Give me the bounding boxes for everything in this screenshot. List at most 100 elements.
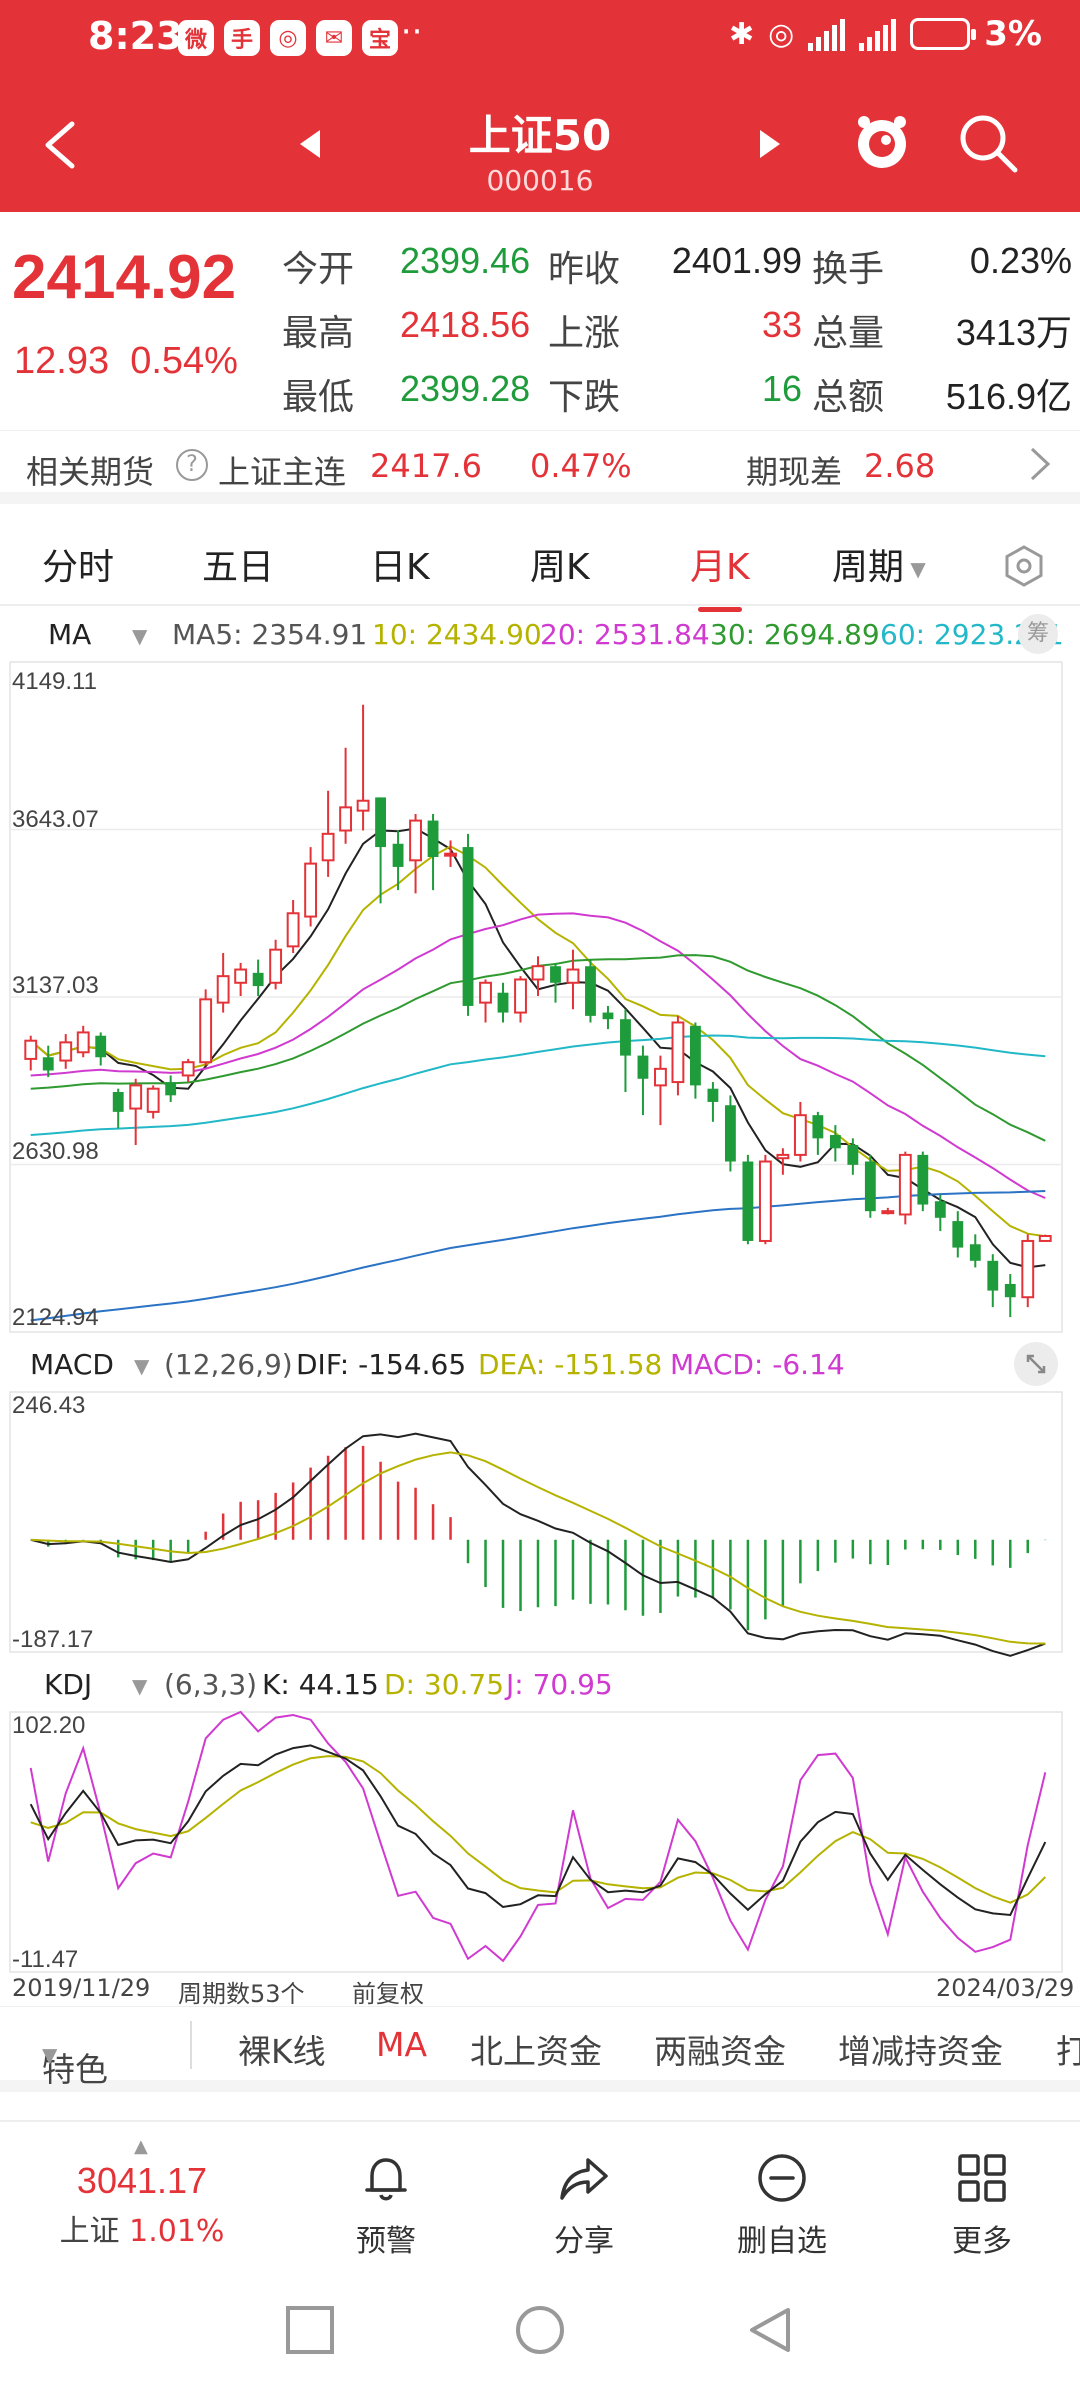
y-tick-label: -187.17 bbox=[12, 1626, 94, 1653]
related-futures-row[interactable]: 相关期货 ? 上证主连 2417.6 0.47% 期现差 2.68 bbox=[0, 430, 1080, 504]
kdj-selector[interactable]: KDJ bbox=[44, 1668, 93, 1701]
chart-settings-button[interactable] bbox=[1002, 544, 1046, 588]
top-header: 上证50 000016 bbox=[0, 80, 1080, 212]
home-icon[interactable] bbox=[514, 2304, 566, 2356]
chevron-right-icon[interactable] bbox=[1020, 439, 1060, 489]
quote-row: 最低 2399.28 下跌 16 总额 516.9亿 bbox=[282, 358, 1072, 422]
candle-body bbox=[129, 1084, 143, 1110]
assistant-button[interactable] bbox=[850, 110, 914, 174]
status-time: 8:23 bbox=[88, 14, 183, 58]
kline-chart[interactable]: MA ▼ MA5: 2354.91 10: 2434.90 20: 2531.8… bbox=[0, 606, 1080, 2008]
kline-svg[interactable] bbox=[0, 606, 1080, 2006]
chip-button[interactable]: 筹 bbox=[1018, 614, 1058, 654]
share-button[interactable]: 分享 bbox=[514, 2150, 654, 2260]
feature-margin[interactable]: 两融资金 bbox=[654, 2032, 786, 2071]
candle-body bbox=[409, 819, 422, 862]
feature-northbound[interactable]: 北上资金 bbox=[470, 2032, 602, 2071]
futures-label: 相关期货 bbox=[26, 453, 155, 491]
ma-indicator-bar[interactable]: MA ▼ MA5: 2354.91 10: 2434.90 20: 2531.8… bbox=[0, 606, 1080, 662]
index-name: 上证 bbox=[59, 2214, 120, 2249]
candle-body bbox=[444, 852, 457, 857]
falling-count: 16 bbox=[761, 368, 802, 409]
candle-body bbox=[566, 968, 580, 984]
macd-selector[interactable]: MACD bbox=[30, 1348, 114, 1381]
more-button[interactable]: 更多 bbox=[912, 2150, 1052, 2260]
volume-label: 总量 bbox=[812, 313, 885, 354]
tab-daily-k[interactable]: 日K bbox=[370, 547, 430, 588]
bottom-nav: ▲ 3041.17 上证 1.01% 预警 分享 删自选 更多 bbox=[0, 2120, 1080, 2280]
previous-stock-button[interactable] bbox=[296, 124, 326, 164]
d-line bbox=[30, 1755, 1047, 1904]
help-icon[interactable]: ? bbox=[176, 449, 208, 481]
tab-weekly-k[interactable]: 周K bbox=[530, 547, 590, 588]
tab-monthly-k[interactable]: 月K bbox=[690, 538, 750, 612]
triangle-right-icon bbox=[760, 130, 780, 158]
tab-period-dropdown[interactable]: 周期 ▼ bbox=[832, 538, 926, 590]
candle-body bbox=[934, 1201, 946, 1218]
candle-body bbox=[742, 1161, 754, 1241]
candle-body bbox=[724, 1105, 736, 1162]
back-nav-icon[interactable] bbox=[744, 2304, 796, 2356]
recent-apps-icon[interactable] bbox=[284, 2304, 336, 2356]
next-stock-button[interactable] bbox=[754, 124, 784, 164]
alert-button[interactable]: 预警 bbox=[316, 2150, 456, 2260]
expand-icon[interactable] bbox=[1014, 1342, 1058, 1386]
alert-label: 预警 bbox=[356, 2224, 416, 2259]
search-button[interactable] bbox=[955, 110, 1021, 176]
tab-five-day[interactable]: 五日 bbox=[202, 547, 275, 588]
notification-icons: 微 手 ◎ ✉ 宝 bbox=[178, 20, 398, 56]
falling-label: 下跌 bbox=[548, 377, 621, 418]
caret-down-icon[interactable]: ▼ bbox=[132, 1674, 148, 1698]
candle-body bbox=[59, 1041, 73, 1062]
candle-body bbox=[181, 1061, 195, 1077]
caret-down-icon[interactable]: ▼ bbox=[134, 1354, 150, 1378]
candle-body bbox=[829, 1135, 841, 1149]
dea-value: DEA: -151.58 bbox=[478, 1348, 663, 1381]
candle-body bbox=[952, 1221, 964, 1248]
y-tick-label: 2124.94 bbox=[12, 1304, 99, 1331]
candle-body bbox=[898, 1153, 912, 1216]
feature-more[interactable]: 打 bbox=[1056, 2032, 1080, 2071]
futures-percent: 0.47% bbox=[530, 447, 632, 485]
candle-body bbox=[76, 1031, 90, 1054]
candle-body bbox=[321, 832, 335, 862]
candle-body bbox=[269, 948, 283, 984]
rising-count: 33 bbox=[761, 304, 802, 345]
change-value: 12.93 bbox=[14, 340, 110, 382]
rising-label: 上涨 bbox=[548, 313, 621, 354]
dif-value: DIF: -154.65 bbox=[296, 1348, 467, 1381]
tab-intraday[interactable]: 分时 bbox=[42, 547, 115, 588]
d-value: D: 30.75 bbox=[384, 1668, 505, 1701]
futures-name: 上证主连 bbox=[218, 453, 347, 491]
minus-circle-icon bbox=[758, 2154, 806, 2202]
candle-body bbox=[392, 843, 404, 867]
candle-body bbox=[987, 1260, 999, 1291]
macd-indicator-bar[interactable]: MACD ▼ (12,26,9) DIF: -154.65 DEA: -151.… bbox=[0, 1336, 1080, 1392]
adjust-mode[interactable]: 前复权 bbox=[352, 1980, 424, 2008]
feature-ma[interactable]: MA bbox=[376, 2025, 428, 2064]
basis-value: 2.68 bbox=[864, 447, 936, 485]
open-value: 2399.46 bbox=[400, 240, 531, 281]
remove-watchlist-button[interactable]: 删自选 bbox=[712, 2150, 852, 2260]
candle-body bbox=[969, 1244, 981, 1261]
low-value: 2399.28 bbox=[400, 368, 531, 409]
caret-up-icon[interactable]: ▲ bbox=[134, 2136, 148, 2157]
caret-down-icon[interactable]: ▼ bbox=[132, 624, 148, 648]
candle-body bbox=[234, 968, 248, 984]
hexagon-settings-icon bbox=[1005, 545, 1043, 587]
candle-body bbox=[95, 1035, 107, 1058]
quote-grid: 今开 2399.46 昨收 2401.99 换手 0.23% 最高 2418.5… bbox=[282, 230, 1072, 422]
candle-body bbox=[847, 1144, 859, 1165]
y-tick-label: 4149.11 bbox=[12, 668, 97, 695]
back-button[interactable] bbox=[30, 110, 100, 180]
index-ticker[interactable]: 3041.17 上证 1.01% bbox=[42, 2160, 242, 2250]
kdj-indicator-bar[interactable]: KDJ ▼ (6,3,3) K: 44.15 D: 30.75 J: 70.95 bbox=[0, 1656, 1080, 1712]
dea-line bbox=[30, 1451, 1046, 1645]
feature-naked-k[interactable]: 裸K线 bbox=[238, 2032, 326, 2071]
ma-selector[interactable]: MA bbox=[48, 618, 92, 651]
feature-holding-change[interactable]: 增减持资金 bbox=[838, 2032, 1003, 2071]
ma60-value: 60: 2923.2 bbox=[880, 618, 1032, 651]
quote-row: 最高 2418.56 上涨 33 总量 3413万 bbox=[282, 294, 1072, 358]
candle-body bbox=[24, 1039, 38, 1060]
prev-close-value: 2401.99 bbox=[671, 240, 802, 281]
